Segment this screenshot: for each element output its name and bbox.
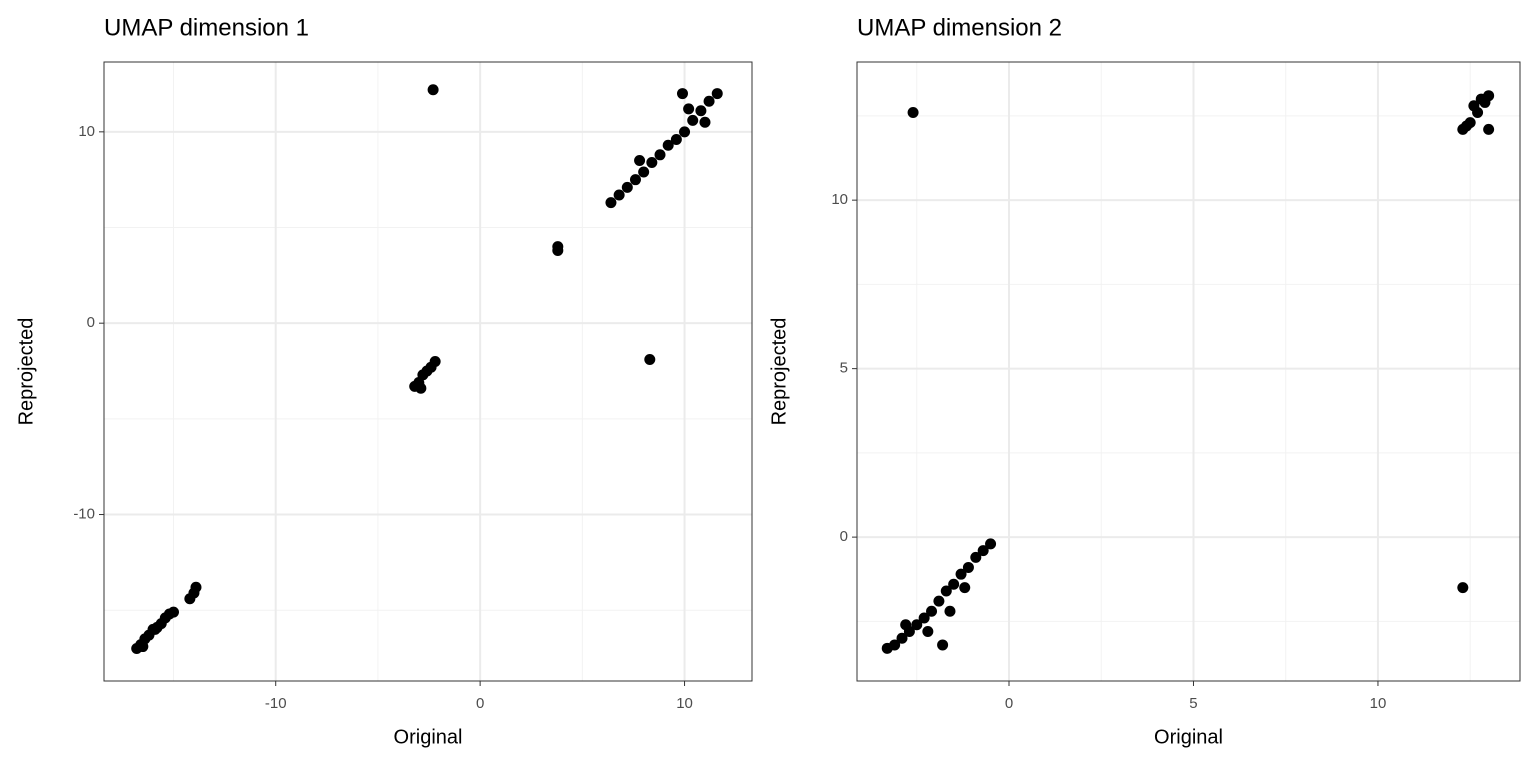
point xyxy=(955,568,967,580)
point xyxy=(977,545,989,557)
point xyxy=(552,241,564,253)
y-axis-title: Reprojected xyxy=(15,318,37,426)
point xyxy=(137,641,149,653)
point xyxy=(621,181,633,193)
point xyxy=(911,619,923,631)
y-axis-title: Reprojected xyxy=(768,318,790,426)
point xyxy=(933,595,945,607)
point xyxy=(429,355,441,367)
y-tick-label: 0 xyxy=(840,528,848,545)
y-tick-label: 10 xyxy=(831,191,848,208)
point xyxy=(962,561,974,573)
point xyxy=(1483,123,1495,135)
point xyxy=(190,581,202,593)
x-tick-label: 0 xyxy=(1005,695,1013,712)
x-tick-label: -10 xyxy=(265,695,287,712)
point xyxy=(670,133,682,145)
y-tick-label: 10 xyxy=(78,123,95,140)
y-tick-label: 0 xyxy=(87,314,95,331)
point xyxy=(679,126,691,138)
x-axis-title: Original xyxy=(1154,726,1223,748)
point xyxy=(415,382,427,394)
x-tick-label: 10 xyxy=(1370,695,1387,712)
x-axis-title: Original xyxy=(394,726,463,748)
point xyxy=(1475,93,1487,105)
point xyxy=(687,114,699,126)
chart-title: UMAP dimension 2 xyxy=(857,14,1062,41)
point xyxy=(922,625,934,637)
point xyxy=(168,606,180,618)
x-tick-label: 5 xyxy=(1189,695,1197,712)
point xyxy=(711,88,723,100)
chart-title: UMAP dimension 1 xyxy=(104,14,309,41)
point xyxy=(918,612,930,624)
point xyxy=(695,105,707,117)
point xyxy=(926,605,938,617)
point xyxy=(683,103,695,115)
point xyxy=(940,585,952,597)
point xyxy=(149,623,161,635)
point xyxy=(703,95,715,107)
point xyxy=(629,174,641,186)
plot-border xyxy=(856,61,1521,682)
point xyxy=(937,639,949,651)
point xyxy=(1461,120,1473,132)
point xyxy=(613,189,625,201)
point xyxy=(896,632,908,644)
point xyxy=(907,107,919,119)
point xyxy=(644,354,656,366)
x-tick-label: 0 xyxy=(476,695,484,712)
plot-background xyxy=(857,62,1520,681)
point xyxy=(638,166,650,178)
point xyxy=(1468,100,1480,112)
point xyxy=(900,619,912,631)
point xyxy=(427,84,439,96)
y-tick-label: 5 xyxy=(840,360,848,377)
x-tick-label: 10 xyxy=(676,695,693,712)
plot-border xyxy=(103,61,753,682)
point xyxy=(676,88,688,100)
point xyxy=(662,139,674,151)
point xyxy=(948,578,960,590)
point xyxy=(605,197,617,209)
point xyxy=(654,149,666,161)
point xyxy=(944,605,956,617)
point xyxy=(889,639,901,651)
point xyxy=(699,116,711,128)
point xyxy=(634,155,646,167)
point xyxy=(1457,582,1469,594)
point xyxy=(646,156,658,168)
point xyxy=(970,551,982,563)
y-tick-label: -10 xyxy=(73,505,95,522)
point xyxy=(959,582,971,594)
point xyxy=(985,538,997,550)
